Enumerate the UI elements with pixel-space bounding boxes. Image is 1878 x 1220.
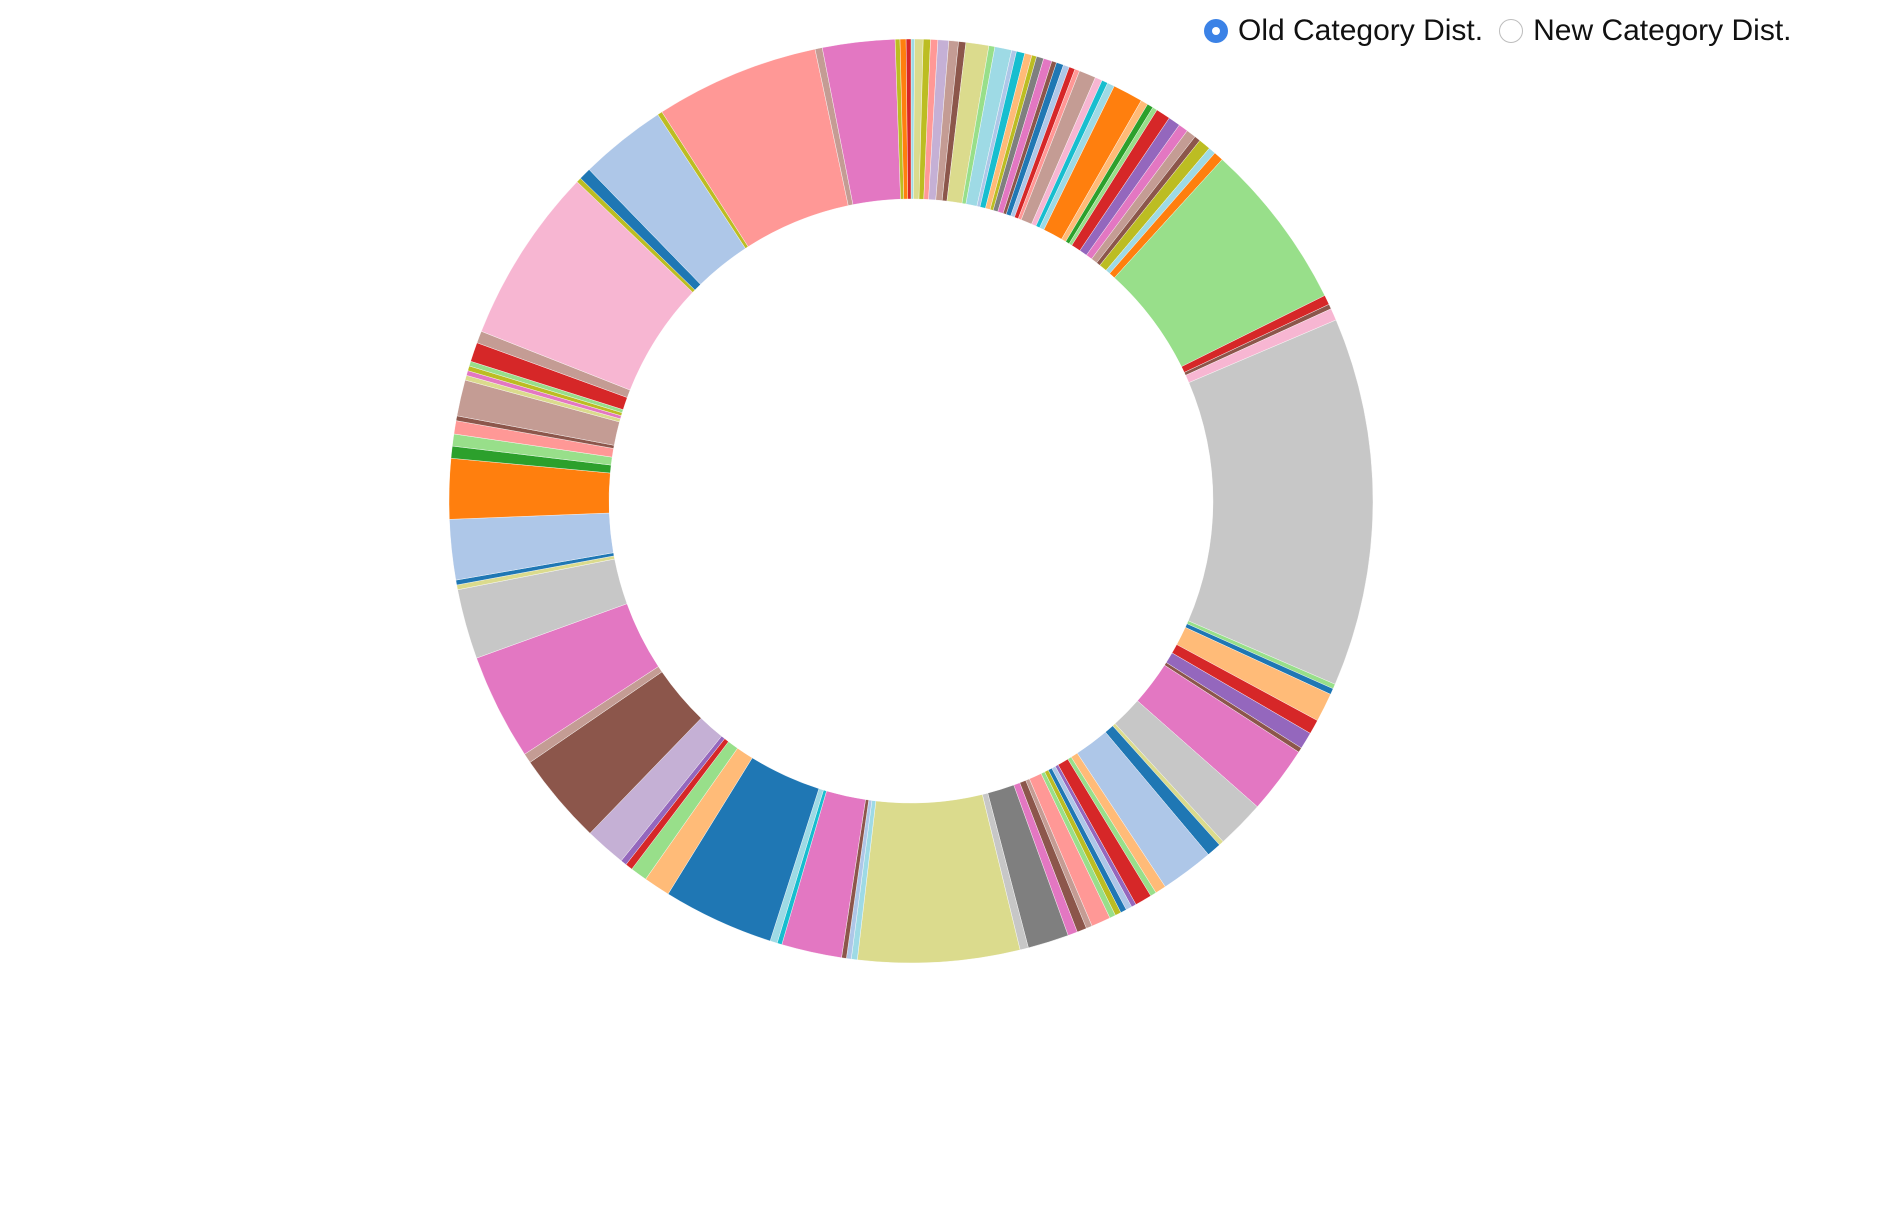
donut-slice-109[interactable]	[905, 38, 912, 200]
option-label-old: Old Category Dist.	[1238, 14, 1484, 47]
radio-new-category-dist[interactable]	[1499, 19, 1524, 43]
distribution-toggle: Old Category Dist. New Category Dist.	[1204, 14, 1808, 48]
donut-slice-41[interactable]	[1187, 319, 1374, 685]
donut-slices	[448, 38, 1374, 964]
option-old-category-dist[interactable]: Old Category Dist.	[1204, 14, 1483, 48]
option-new-category-dist[interactable]: New Category Dist.	[1499, 14, 1792, 48]
radio-old-category-dist[interactable]	[1204, 19, 1228, 43]
option-label-new: New Category Dist.	[1533, 14, 1792, 47]
